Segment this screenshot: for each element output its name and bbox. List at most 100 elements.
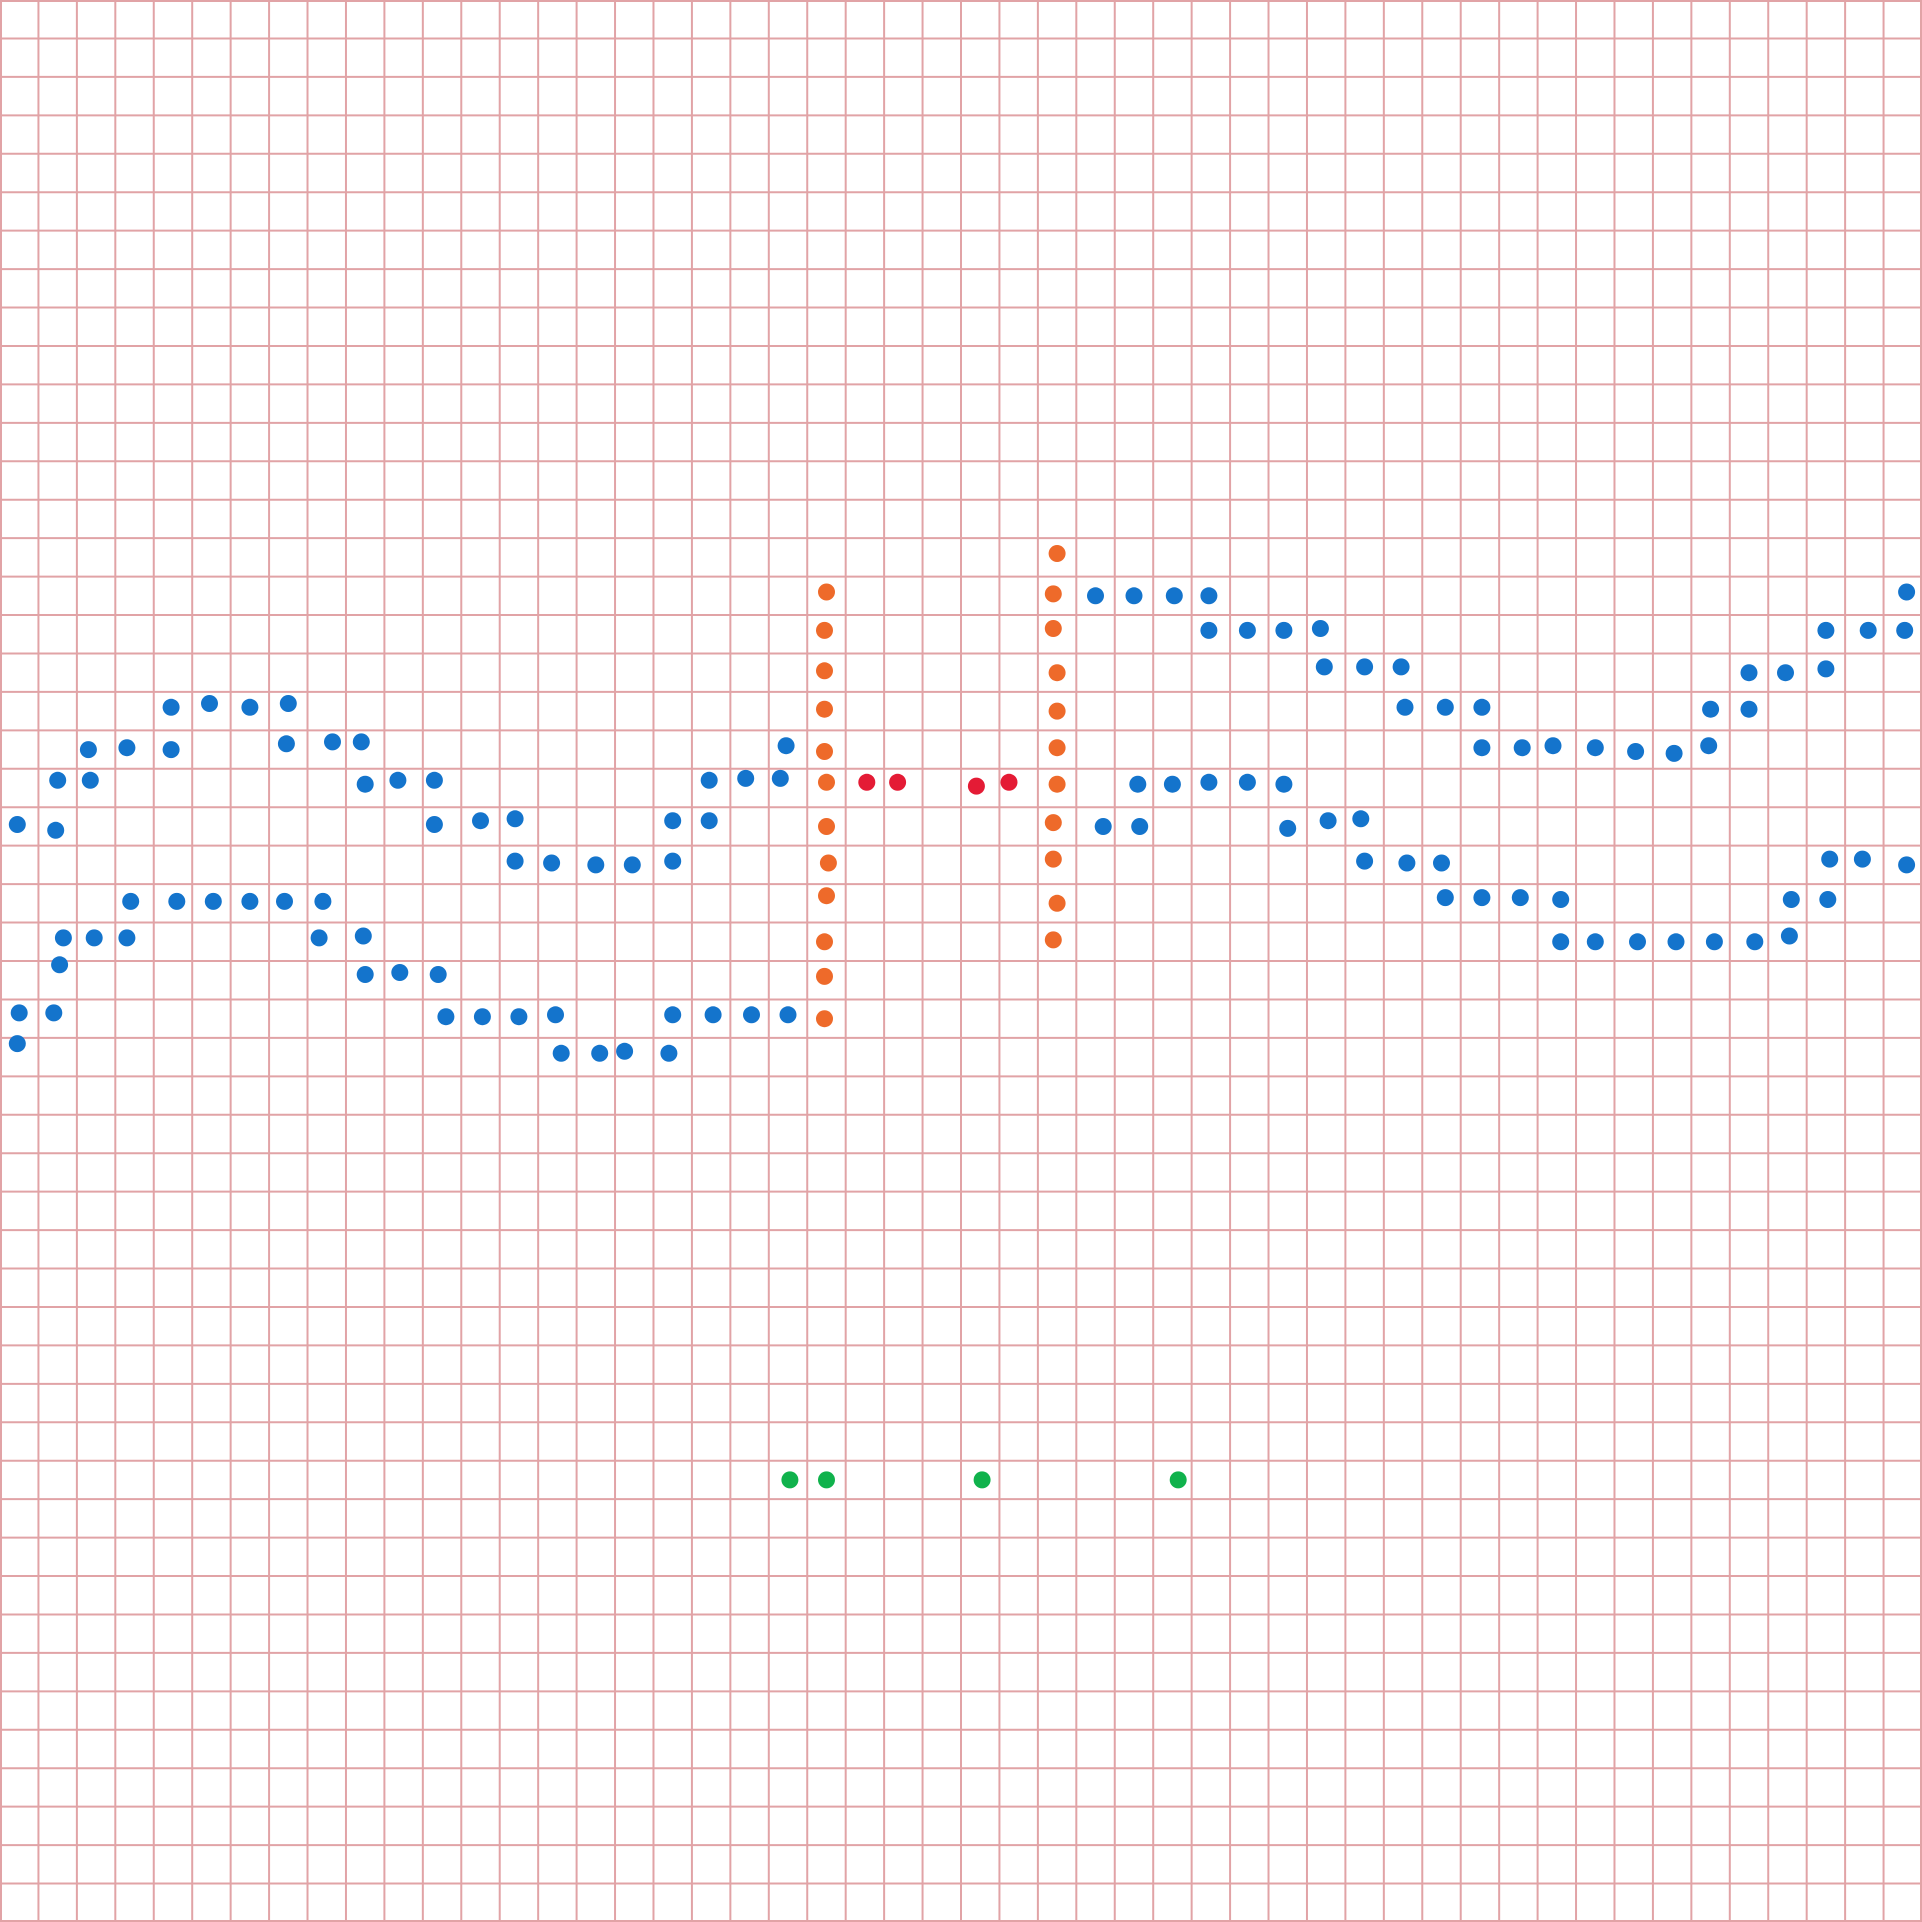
red-dot bbox=[967, 777, 985, 795]
blue-dot bbox=[10, 1004, 28, 1022]
blue-dot bbox=[425, 816, 443, 833]
blue-dot bbox=[1817, 660, 1835, 678]
orange-dot bbox=[816, 621, 833, 639]
blue-dot bbox=[1511, 889, 1529, 907]
blue-left-lower-wave bbox=[8, 892, 797, 1062]
blue-dot bbox=[743, 1006, 760, 1024]
blue-dot bbox=[1275, 775, 1293, 793]
orange-dot bbox=[1048, 894, 1066, 912]
blue-dot bbox=[1544, 737, 1562, 755]
blue-dot bbox=[241, 892, 259, 910]
red-dot bbox=[858, 773, 876, 791]
blue-dot bbox=[391, 964, 409, 981]
blue-dot bbox=[1125, 587, 1143, 605]
blue-dot bbox=[1853, 850, 1871, 868]
orange-dot bbox=[1044, 620, 1062, 637]
blue-dot bbox=[168, 892, 186, 910]
blue-dot bbox=[85, 929, 103, 947]
blue-dot bbox=[704, 1006, 722, 1024]
blue-dot bbox=[1746, 933, 1764, 951]
blue-dot bbox=[1129, 775, 1147, 793]
red-dot bbox=[1000, 773, 1018, 791]
blue-dot bbox=[1398, 854, 1416, 872]
blue-dot bbox=[1586, 933, 1604, 951]
blue-left-upper-wave bbox=[8, 695, 795, 874]
orange-dot bbox=[818, 818, 835, 835]
blue-dot bbox=[1629, 933, 1646, 951]
blue-dot bbox=[1275, 621, 1293, 639]
blue-dot bbox=[547, 1006, 564, 1024]
green-dot bbox=[781, 1471, 799, 1489]
orange-dot bbox=[1044, 850, 1062, 868]
blue-dot bbox=[1627, 743, 1645, 760]
blue-dot bbox=[356, 966, 374, 983]
blue-right-upper-wave bbox=[1087, 583, 1916, 762]
blue-dot bbox=[506, 852, 524, 870]
blue-dot bbox=[49, 771, 67, 789]
orange-dot bbox=[819, 854, 837, 872]
orange-dot bbox=[818, 583, 835, 601]
blue-dot bbox=[1740, 700, 1758, 718]
blue-dot bbox=[276, 892, 293, 910]
blue-dot bbox=[1200, 587, 1218, 605]
blue-dot bbox=[1356, 852, 1374, 870]
green-dot bbox=[973, 1471, 991, 1489]
blue-dot bbox=[1665, 744, 1683, 762]
blue-dot bbox=[81, 771, 99, 789]
blue-dot bbox=[1473, 698, 1491, 716]
blue-dot bbox=[664, 1006, 682, 1024]
blue-dot bbox=[279, 695, 297, 712]
blue-dot bbox=[314, 892, 332, 910]
blue-dot bbox=[118, 739, 136, 757]
blue-dot bbox=[437, 1008, 455, 1026]
blue-dot bbox=[510, 1008, 528, 1026]
blue-dot bbox=[660, 1044, 678, 1062]
blue-dot bbox=[1821, 850, 1839, 868]
blue-dot bbox=[1700, 737, 1718, 755]
blue-dot bbox=[162, 741, 180, 759]
blue-dot bbox=[1740, 664, 1758, 682]
blue-dot bbox=[1782, 891, 1800, 908]
blue-dot bbox=[737, 769, 755, 787]
blue-dot bbox=[118, 929, 136, 947]
blue-dot bbox=[591, 1044, 609, 1062]
blue-dot bbox=[623, 856, 641, 874]
blue-dot bbox=[1356, 658, 1374, 676]
blue-dot bbox=[310, 929, 328, 947]
blue-dot bbox=[700, 812, 718, 830]
blue-dot bbox=[473, 1008, 491, 1026]
orange-dot bbox=[818, 773, 835, 791]
blue-dot bbox=[552, 1044, 570, 1062]
blue-dot bbox=[664, 812, 682, 830]
orange-dot bbox=[816, 933, 833, 951]
blue-dot bbox=[47, 821, 65, 839]
red-dot bbox=[889, 773, 907, 791]
blue-dot bbox=[45, 1004, 63, 1022]
blue-dot bbox=[1552, 891, 1570, 908]
blue-dot bbox=[1436, 889, 1454, 907]
blue-dot bbox=[1352, 810, 1370, 828]
orange-dot bbox=[1048, 664, 1066, 682]
blue-dot bbox=[356, 775, 374, 793]
blue-dot bbox=[1896, 621, 1914, 639]
blue-dot bbox=[1513, 739, 1531, 757]
blue-dot bbox=[587, 856, 605, 874]
blue-dot bbox=[425, 771, 443, 789]
orange-dot bbox=[818, 887, 835, 905]
blue-dot bbox=[543, 854, 561, 872]
dots-layer bbox=[8, 545, 1916, 1489]
orange-dot bbox=[1044, 585, 1062, 603]
blue-dot bbox=[1473, 739, 1491, 757]
blue-dot bbox=[1667, 933, 1685, 951]
orange-dot bbox=[816, 700, 833, 718]
orange-dot bbox=[1044, 931, 1062, 949]
green-bottom-row bbox=[781, 1471, 1187, 1489]
blue-dot bbox=[204, 892, 222, 910]
blue-dot bbox=[1705, 933, 1723, 951]
blue-dot bbox=[122, 892, 140, 910]
blue-dot bbox=[201, 695, 218, 712]
orange-right-vertical bbox=[1044, 545, 1066, 949]
blue-dot bbox=[1163, 775, 1181, 793]
